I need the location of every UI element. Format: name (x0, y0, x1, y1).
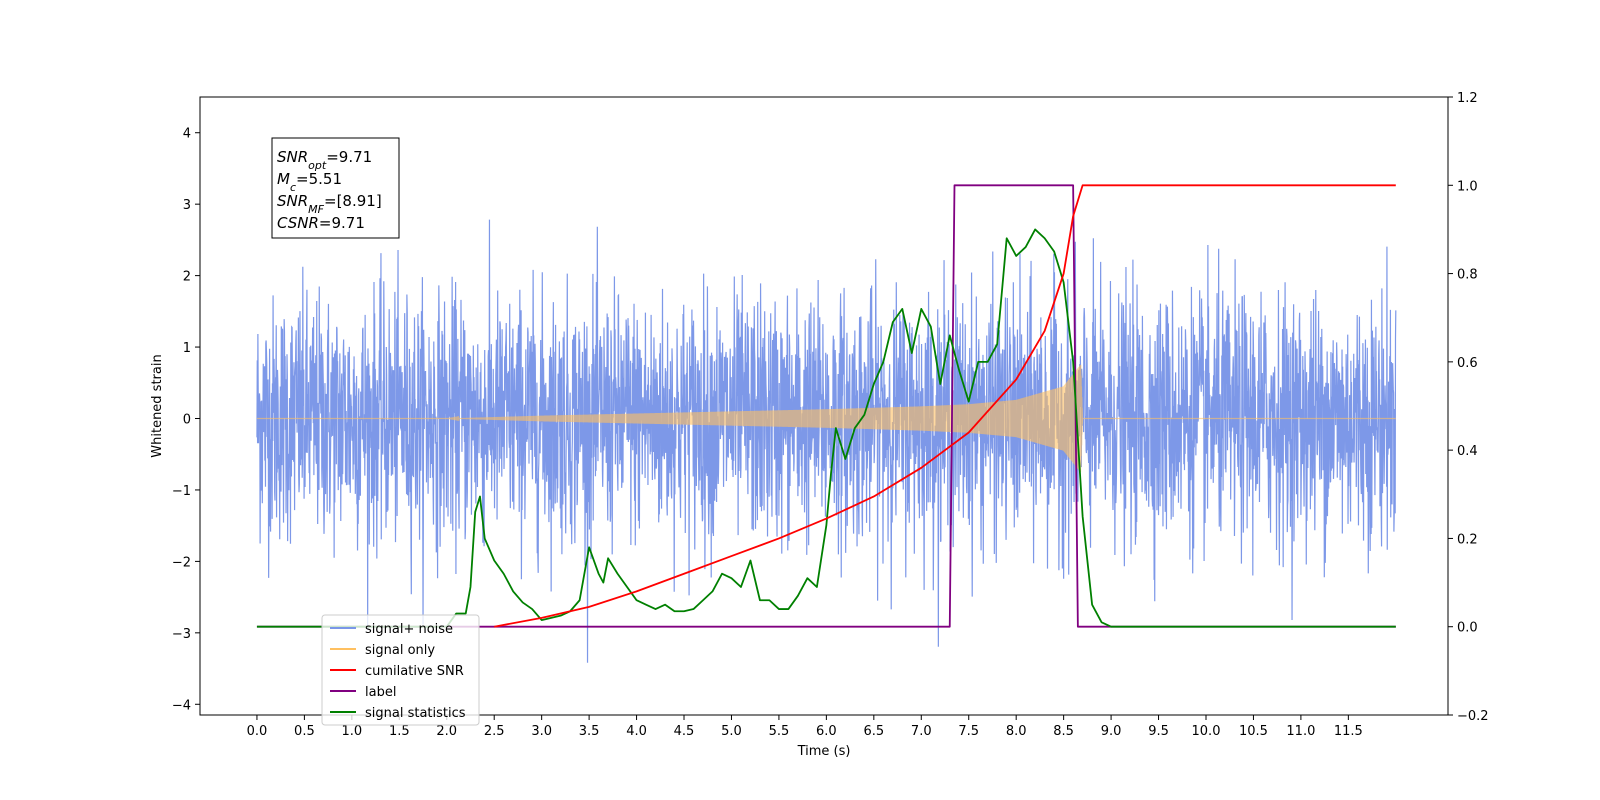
y2-tick-label: −0.2 (1457, 709, 1489, 724)
legend-item-label: signal statistics (365, 706, 466, 721)
x-tick-label: 9.5 (1148, 724, 1169, 739)
x-tick-label: 8.0 (1006, 724, 1027, 739)
x-tick-label: 3.0 (531, 724, 552, 739)
series-signal-only-line (256, 364, 1396, 472)
annotation-line: SNRopt=9.71 (277, 148, 372, 172)
y-tick-label: 3 (183, 198, 191, 213)
y-tick-label: 4 (183, 127, 191, 142)
y2-tick-label: 0.4 (1457, 444, 1478, 459)
x-axis-label: Time (s) (797, 744, 851, 759)
y-tick-label: 0 (183, 413, 191, 428)
y2-tick-label: 0.8 (1457, 268, 1478, 283)
x-tick-label: 10.5 (1239, 724, 1268, 739)
annotation-line: CSNR=9.71 (277, 214, 365, 232)
series-cumulative-snr-line (494, 184, 1396, 628)
x-tick-label: 3.5 (579, 724, 600, 739)
x-tick-label: 11.5 (1334, 724, 1363, 739)
x-tick-label: 7.5 (958, 724, 979, 739)
x-tick-label: 6.5 (863, 724, 884, 739)
plot-area (256, 184, 1397, 663)
plot-frame (199, 96, 1449, 716)
legend-item-label: label (365, 685, 396, 700)
x-tick-label: 4.5 (674, 724, 695, 739)
legend-item-label: signal+ noise (365, 622, 453, 637)
y2-tick-label: 0.2 (1457, 532, 1478, 547)
x-tick-label: 7.0 (911, 724, 932, 739)
x-axis: 0.0 0.5 1.0 1.5 2.0 2.5 3.0 3.5 4.0 4.5 5.0 5.5 6.0 6… (247, 715, 1363, 739)
series-signal-noise-line (256, 219, 1397, 663)
y2-tick-label: 1.0 (1457, 179, 1478, 194)
x-tick-label: 4.0 (626, 724, 647, 739)
legend-item-label: cumilative SNR (365, 664, 464, 679)
x-tick-label: 8.5 (1053, 724, 1074, 739)
legend: signal+ noise signal only cumilative SNR la… (321, 614, 480, 726)
x-tick-label: 5.5 (769, 724, 790, 739)
legend-item-label: signal only (365, 643, 435, 658)
y-tick-label: −2 (172, 555, 191, 570)
x-tick-label: 0.5 (294, 724, 315, 739)
x-tick-label: 1.5 (389, 724, 410, 739)
x-tick-label: 1.0 (342, 724, 363, 739)
x-tick-label: 2.0 (436, 724, 457, 739)
annotation-line: SNRMF=[8.91] (277, 192, 382, 216)
x-tick-label: 11.0 (1286, 724, 1315, 739)
y2-tick-label: 0.6 (1457, 356, 1478, 371)
x-tick-label: 6.0 (816, 724, 837, 739)
y2-tick-label: 1.2 (1457, 91, 1478, 106)
x-tick-label: 2.5 (484, 724, 505, 739)
y-tick-label: −4 (172, 698, 191, 713)
y-axis-label: Whitened strain (150, 354, 165, 457)
x-tick-label: 10.0 (1192, 724, 1221, 739)
y-tick-label: −3 (172, 627, 191, 642)
x-tick-label: 9.0 (1101, 724, 1122, 739)
y-tick-label: 2 (183, 270, 191, 285)
y-axis-right: 1.2 1.0 0.8 0.6 0.4 0.2 0.0 −0.2 (1448, 91, 1489, 724)
annotation-line: Mc=5.51 (277, 170, 342, 194)
x-tick-label: 0.0 (247, 724, 268, 739)
x-tick-label: 5.0 (721, 724, 742, 739)
y2-tick-label: 0.0 (1457, 621, 1478, 636)
y-axis-left: 4 3 2 1 0 −1 −2 −3 −4 (172, 127, 200, 713)
y-tick-label: −1 (172, 484, 191, 499)
y-tick-label: 1 (183, 341, 191, 356)
